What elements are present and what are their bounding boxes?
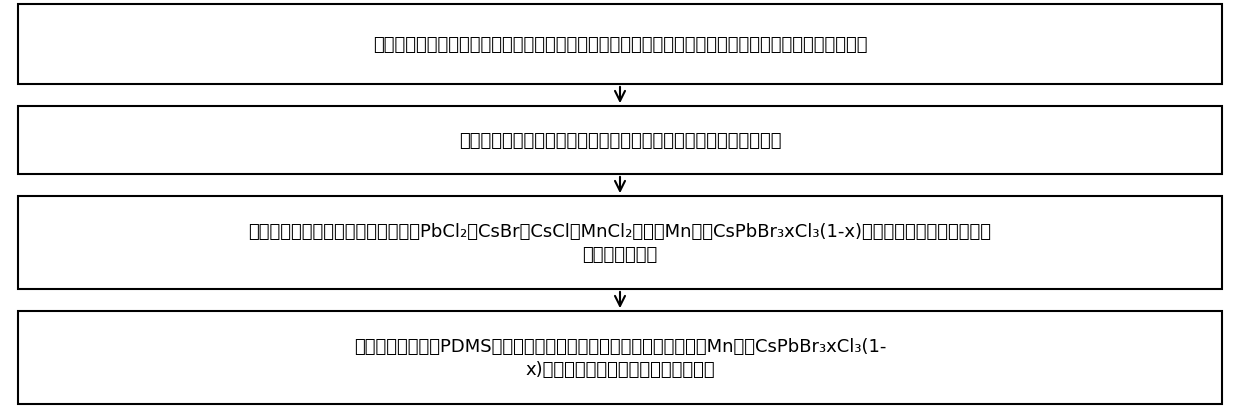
Text: 火促进薄膜结晶: 火促进薄膜结晶 — [583, 245, 657, 263]
Bar — [19, 196, 1221, 289]
Bar — [19, 5, 1221, 85]
Text: 在高真空条件下分别蒸镀一定厚度的PbCl₂、CsBr、CsCl和MnCl₂层制备Mn掺杂CsPbBr₃xCl₃(1-x)紫外探测薄膜，并进行后退: 在高真空条件下分别蒸镀一定厚度的PbCl₂、CsBr、CsCl和MnCl₂层制备… — [248, 222, 992, 240]
Text: 采用光刻套刻工艺和蒸发镀膜工艺在硅基底上制备规律排布的金电极: 采用光刻套刻工艺和蒸发镀膜工艺在硅基底上制备规律排布的金电极 — [459, 132, 781, 150]
Text: 采用滴涂方式制备PDMS封装层，再对其进行加热烘干，由此完成基于Mn掺杂CsPbBr₃xCl₃(1-: 采用滴涂方式制备PDMS封装层，再对其进行加热烘干，由此完成基于Mn掺杂CsPb… — [353, 337, 887, 355]
Bar — [19, 107, 1221, 175]
Text: x)纳米晶薄膜的紫外光电探测器的制备: x)纳米晶薄膜的紫外光电探测器的制备 — [526, 360, 714, 378]
Text: 用清洗剂、丙酮、乙醇和去离子水对硅基底进行超声清洗，并用氮气吹干，接着对基底进行紫外臭氧处理: 用清洗剂、丙酮、乙醇和去离子水对硅基底进行超声清洗，并用氮气吹干，接着对基底进行… — [373, 36, 867, 54]
Bar — [19, 311, 1221, 404]
